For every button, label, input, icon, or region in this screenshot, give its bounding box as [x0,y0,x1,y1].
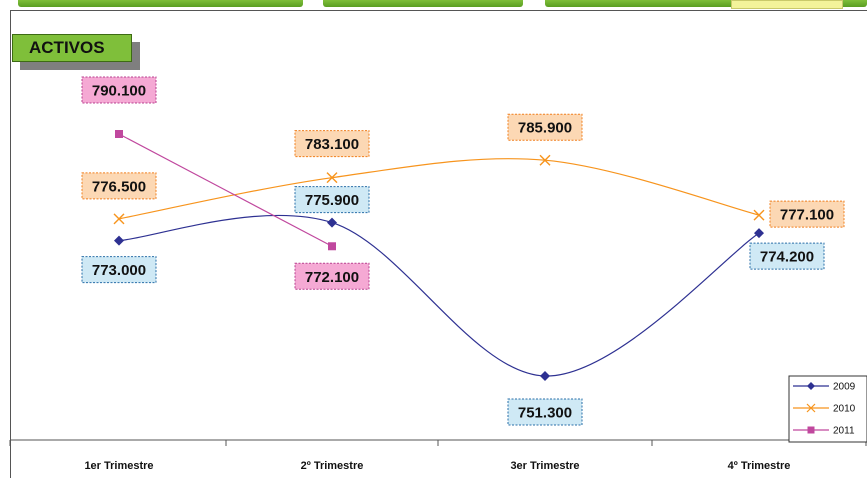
legend-label: 2009 [833,382,856,393]
data-point[interactable] [326,172,338,184]
svg-text:776.500: 776.500 [92,178,146,195]
legend-box [788,375,867,443]
legend: 2009 2010 2011 [788,375,867,443]
top-tab[interactable] [545,0,867,7]
top-swatch [731,0,843,9]
top-tab[interactable] [18,0,303,7]
x-tick-label: 1er Trimestre [84,460,153,472]
series-2011 [115,130,336,251]
top-tab[interactable] [323,0,523,7]
legend-label: 2010 [833,404,856,415]
chart-title: ACTIVOS [12,34,132,62]
data-point[interactable] [114,235,124,246]
data-point[interactable] [753,209,765,221]
data-label: 785.900 [507,113,583,141]
x-tick-label: 4º Trimestre [728,460,791,472]
axis-layer: 1er Trimestre 2º Trimestre 3er Trimestre 4º… [9,439,867,472]
series-line [118,133,333,247]
data-point[interactable] [113,213,125,225]
data-label: 772.100 [294,262,370,290]
data-label: 774.200 [749,242,825,270]
svg-text:772.100: 772.100 [305,269,359,286]
series-2009 [114,214,764,381]
x-tick-label: 2º Trimestre [301,460,364,472]
data-point[interactable] [327,217,337,228]
legend-item-2010[interactable]: 2010 [793,404,856,415]
data-label: 777.100 [769,200,845,228]
legend-item-2011[interactable]: 2011 [793,426,855,437]
series-layer [113,130,765,381]
svg-text:773.000: 773.000 [92,262,146,279]
top-strip [0,0,867,10]
legend-label: 2011 [833,426,855,437]
svg-text:783.100: 783.100 [305,136,359,153]
data-point[interactable] [754,228,764,239]
data-label: 775.900 [294,186,370,214]
data-point[interactable] [540,371,550,381]
x-tick-label: 3er Trimestre [510,460,579,472]
data-label-layer: 773.000 775.900 751.300 774.200 776.500 783.1… [81,76,845,426]
svg-text:774.200: 774.200 [760,249,814,266]
data-label: 776.500 [81,172,157,200]
data-point[interactable] [115,130,123,138]
data-label: 751.300 [507,398,583,426]
legend-item-2009[interactable]: 2009 [793,382,856,393]
svg-text:777.100: 777.100 [780,207,834,224]
svg-text:775.900: 775.900 [305,192,359,209]
chart-frame [10,10,867,478]
svg-text:751.300: 751.300 [518,405,572,422]
series-line [118,158,760,220]
svg-text:785.900: 785.900 [518,120,572,137]
data-point[interactable] [328,242,336,251]
svg-text:790.100: 790.100 [92,83,146,100]
series-line [118,214,760,377]
data-point[interactable] [539,154,551,166]
series-2010 [113,154,765,225]
data-label: 783.100 [294,130,370,158]
data-label: 790.100 [81,76,157,104]
data-label: 773.000 [81,256,157,284]
